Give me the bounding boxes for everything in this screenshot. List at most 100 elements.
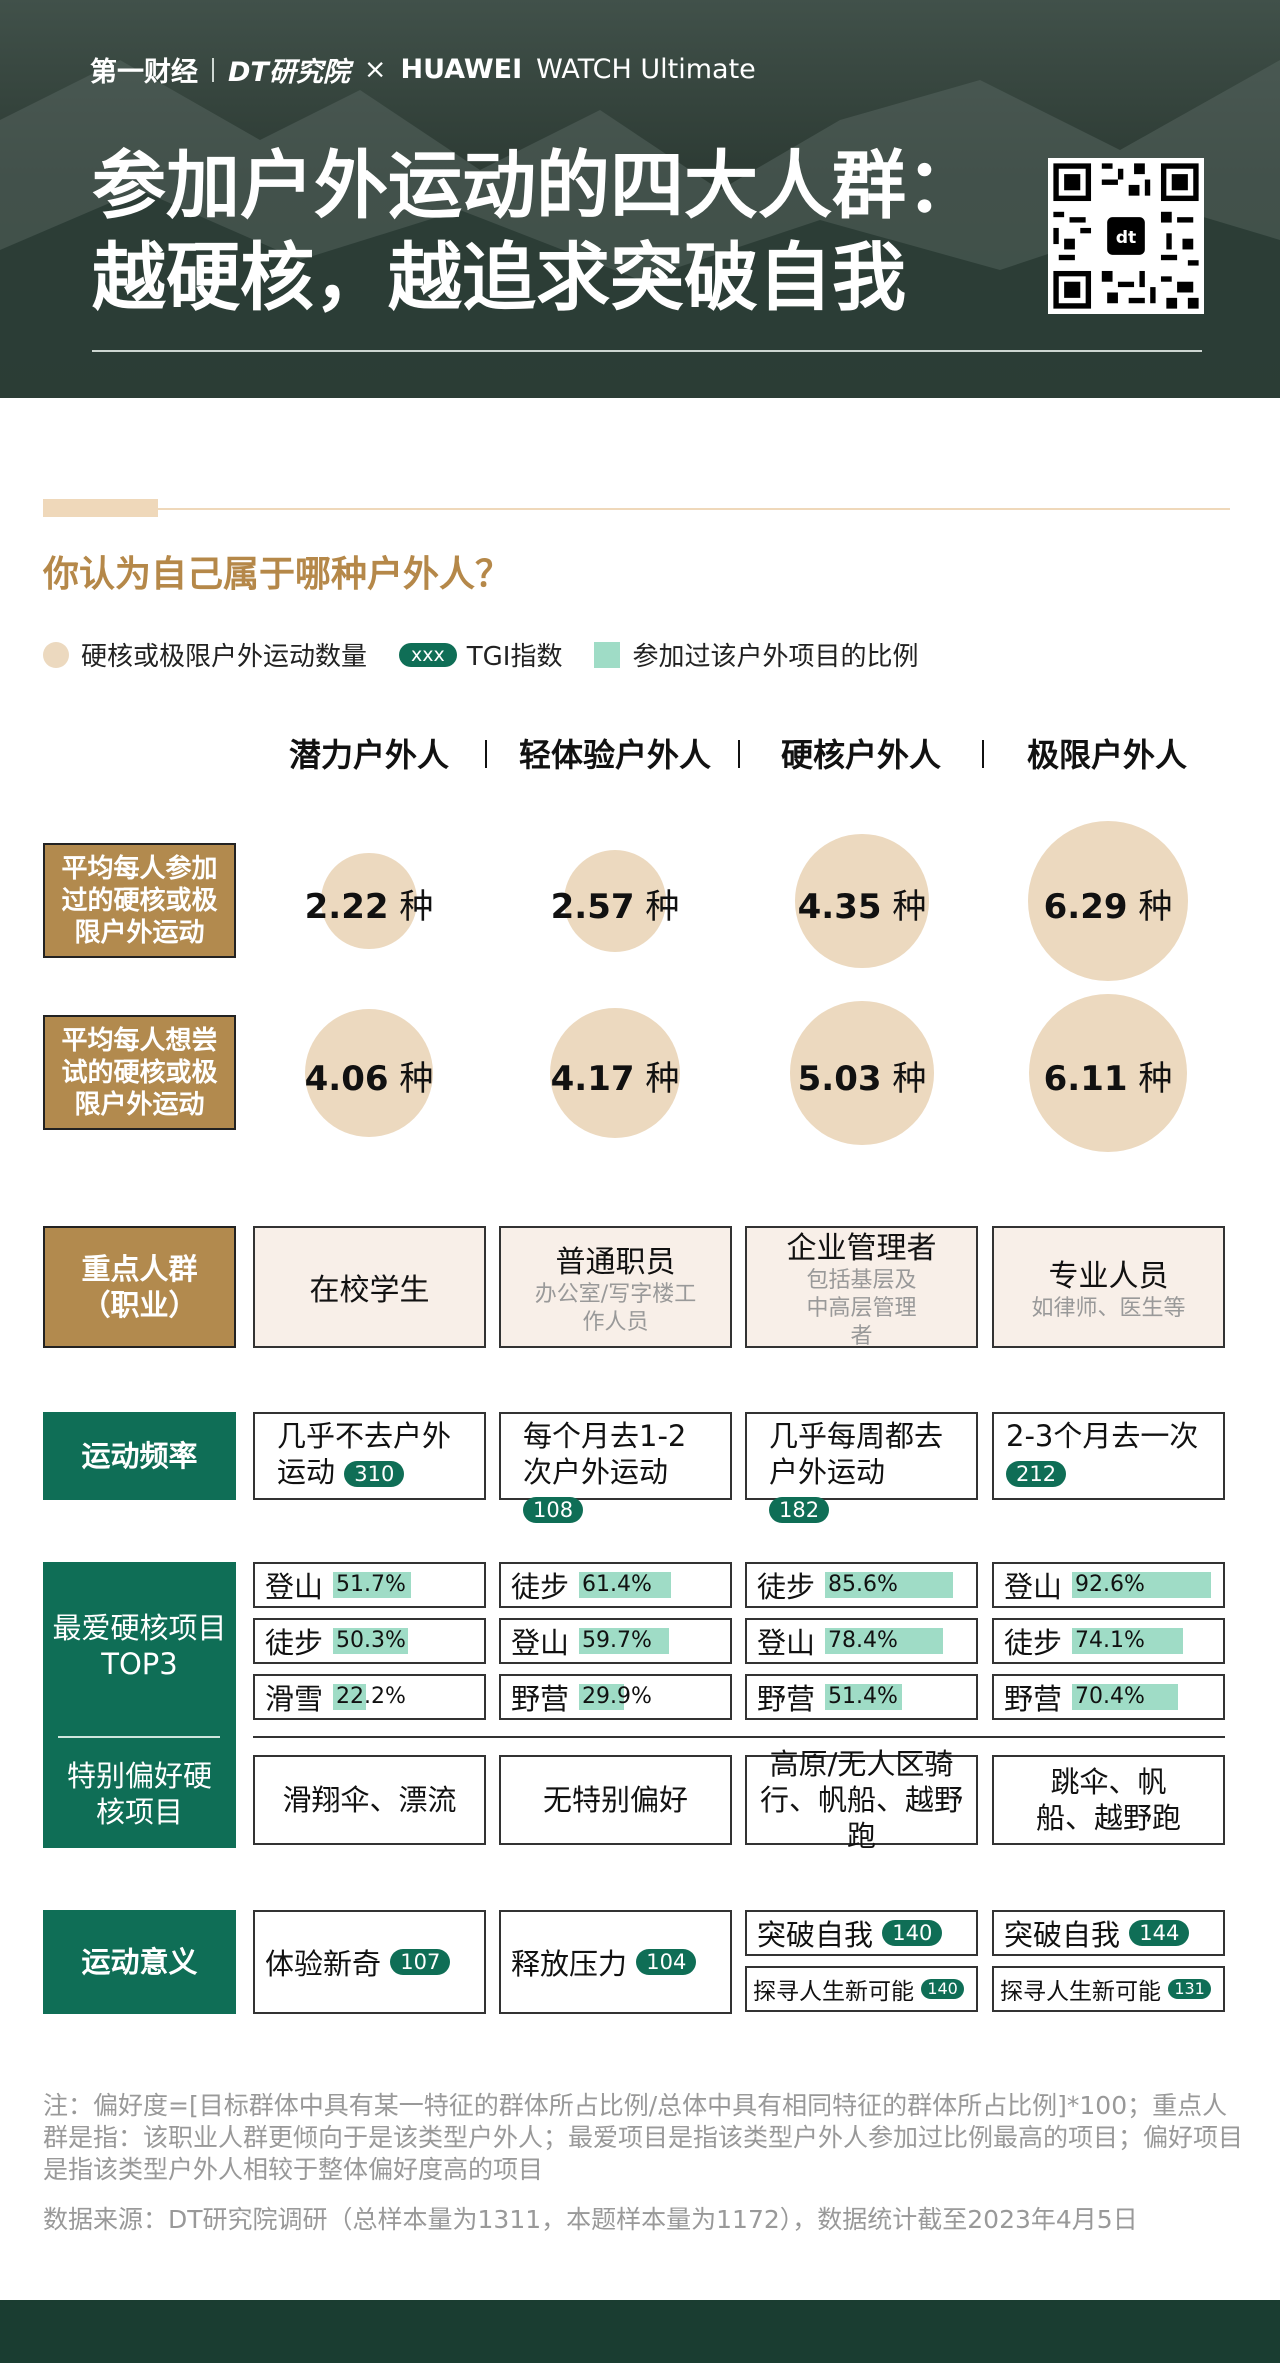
column-header: 极限户外人 bbox=[1026, 736, 1187, 774]
tgi-badge: 131 bbox=[1168, 1979, 1211, 1999]
meaning-cell: 释放压力 104 bbox=[499, 1910, 732, 2014]
frequency-text: 几乎每周都去户外运动 bbox=[769, 1419, 944, 1489]
bubble-circle bbox=[549, 1007, 681, 1139]
share-bar bbox=[333, 1628, 409, 1654]
header-rule bbox=[92, 350, 1202, 352]
footer-bar bbox=[0, 2300, 1280, 2363]
sport-name: 徒步 bbox=[265, 1626, 324, 1660]
tgi-badge: 140 bbox=[921, 1979, 964, 1999]
watch-logo: WATCH Ultimate bbox=[536, 54, 756, 85]
mountain-background bbox=[0, 60, 1280, 398]
title-line-1: 参加户外运动的四大人群： bbox=[92, 143, 980, 229]
share-value: 78.4% bbox=[828, 1628, 898, 1653]
bubble-value: 6.11 种 bbox=[1043, 1059, 1173, 1099]
frequency-cell: 每个月去1-2次户外运动 108 bbox=[499, 1412, 732, 1523]
sport-name: 野营 bbox=[1004, 1682, 1063, 1716]
tgi-badge: 212 bbox=[1006, 1461, 1067, 1487]
sport-name: 登山 bbox=[757, 1626, 816, 1660]
bubble-circle bbox=[1029, 994, 1187, 1152]
frequency-text: 每个月去1-2次户外运动 bbox=[523, 1419, 687, 1489]
column-separator bbox=[485, 740, 487, 768]
share-bar bbox=[825, 1628, 943, 1654]
sport-name: 徒步 bbox=[757, 1570, 816, 1604]
meaning-text: 探寻人生新可能 bbox=[1000, 1979, 1161, 2005]
share-bar bbox=[333, 1572, 411, 1598]
occupation-sub: 包括基层及中高层管理者 bbox=[806, 1268, 917, 1349]
brand-x: × bbox=[363, 54, 387, 85]
row-label-top3-block: 最爱硬核项目TOP3 特别偏好硬核项目 bbox=[43, 1562, 236, 1848]
bubble-circle bbox=[304, 1008, 434, 1138]
share-value: 50.3% bbox=[336, 1628, 406, 1653]
sport-name: 滑雪 bbox=[265, 1682, 324, 1716]
huawei-logo: HUAWEI bbox=[400, 54, 523, 85]
meaning-text: 释放压力 bbox=[511, 1947, 628, 1981]
occupation-cell: 企业管理者 包括基层及中高层管理者 bbox=[745, 1226, 978, 1349]
brand-bar: 第一财经 DT研究院 × HUAWEI WATCH Ultimate bbox=[90, 50, 756, 89]
share-bar bbox=[333, 1684, 367, 1710]
meaning-cell: 探寻人生新可能 131 bbox=[992, 1966, 1225, 2012]
meaning-text: 体验新奇 bbox=[265, 1947, 382, 1981]
occupation-main: 在校学生 bbox=[309, 1273, 430, 1308]
tgi-badge: 182 bbox=[769, 1497, 830, 1523]
meaning-cell: 突破自我 144 bbox=[992, 1910, 1225, 1956]
occupation-main: 企业管理者 bbox=[786, 1231, 937, 1266]
row-label-occupation: 重点人群（职业） bbox=[43, 1226, 236, 1348]
meaning-text: 探寻人生新可能 bbox=[753, 1979, 914, 2005]
share-bar bbox=[579, 1572, 672, 1598]
svg-text:dt: dt bbox=[1116, 228, 1137, 248]
top3-item: 登山 92.6% bbox=[992, 1562, 1225, 1608]
row-label-avg-joined: 平均每人参加过的硬核或极限户外运动 bbox=[43, 843, 236, 958]
occupation-main: 专业人员 bbox=[1048, 1259, 1169, 1294]
bubble-circle bbox=[795, 834, 929, 968]
header-banner: 第一财经 DT研究院 × HUAWEI WATCH Ultimate 参加户外运… bbox=[0, 0, 1280, 398]
bubble-circle bbox=[790, 1001, 934, 1145]
top3-item: 野营 70.4% bbox=[992, 1674, 1225, 1720]
brand-divider bbox=[212, 57, 214, 82]
share-value: 29.9% bbox=[582, 1684, 652, 1709]
meaning-text: 突破自我 bbox=[757, 1918, 874, 1952]
label-divider bbox=[58, 1736, 220, 1738]
share-bar bbox=[1072, 1628, 1184, 1654]
share-value: 61.4% bbox=[582, 1572, 652, 1597]
page-title: 参加户外运动的四大人群： 越硬核，越追求突破自我 bbox=[92, 140, 980, 324]
top3-item: 野营 51.4% bbox=[745, 1674, 978, 1720]
occupation-sub: 办公室/写字楼工作人员 bbox=[534, 1282, 697, 1335]
column-separator bbox=[982, 740, 984, 768]
preference-cell: 滑翔伞、漂流 bbox=[253, 1755, 486, 1845]
meaning-cell: 探寻人生新可能 140 bbox=[745, 1966, 978, 2012]
bubble-value: 5.03 种 bbox=[797, 1059, 927, 1099]
bubble-value: 2.57 种 bbox=[550, 887, 680, 927]
sport-name: 登山 bbox=[511, 1626, 570, 1660]
top3-item: 徒步 61.4% bbox=[499, 1562, 732, 1608]
bubble-value: 2.22 种 bbox=[304, 887, 434, 927]
preference-cell: 高原/无人区骑行、帆船、越野跑 bbox=[745, 1747, 978, 1853]
legend-tgi-pill: xxx bbox=[399, 642, 457, 667]
meaning-cell: 突破自我 140 bbox=[745, 1910, 978, 1956]
frequency-text: 2-3个月去一次 bbox=[1006, 1419, 1199, 1453]
frequency-cell: 几乎每周都去户外运动 182 bbox=[745, 1412, 978, 1523]
bubble-circle bbox=[563, 849, 667, 953]
tgi-badge: 140 bbox=[882, 1920, 943, 1946]
bubble-circle bbox=[1028, 821, 1188, 981]
legend-square-icon bbox=[594, 641, 621, 668]
top3-item: 登山 78.4% bbox=[745, 1618, 978, 1664]
column-header: 轻体验户外人 bbox=[518, 736, 711, 774]
tgi-badge: 104 bbox=[636, 1949, 697, 1975]
row-label-avg-want: 平均每人想尝试的硬核或极限户外运动 bbox=[43, 1015, 236, 1130]
legend-circle-icon bbox=[43, 641, 69, 668]
sport-name: 野营 bbox=[511, 1682, 570, 1716]
top3-item: 徒步 74.1% bbox=[992, 1618, 1225, 1664]
legend-tgi-label: TGI指数 bbox=[466, 642, 563, 672]
frequency-cell: 2-3个月去一次 212 bbox=[992, 1412, 1225, 1500]
top3-item: 徒步 50.3% bbox=[253, 1618, 486, 1664]
share-value: 74.1% bbox=[1075, 1628, 1145, 1653]
column-header: 硬核户外人 bbox=[780, 736, 941, 774]
footnote: 注：偏好度=[目标群体中具有某一特征的群体所占比例/总体中具有相同特征的群体所占… bbox=[43, 2091, 1244, 2184]
sport-name: 登山 bbox=[1004, 1570, 1063, 1604]
bubble-value: 4.17 种 bbox=[550, 1059, 680, 1099]
section-question: 你认为自己属于哪种户外人？ bbox=[43, 554, 512, 595]
occupation-cell: 在校学生 bbox=[253, 1226, 486, 1348]
frequency-text: 几乎不去户外运动 bbox=[277, 1419, 452, 1489]
row-label-top3: 最爱硬核项目TOP3 bbox=[52, 1611, 227, 1681]
share-value: 85.6% bbox=[828, 1572, 898, 1597]
